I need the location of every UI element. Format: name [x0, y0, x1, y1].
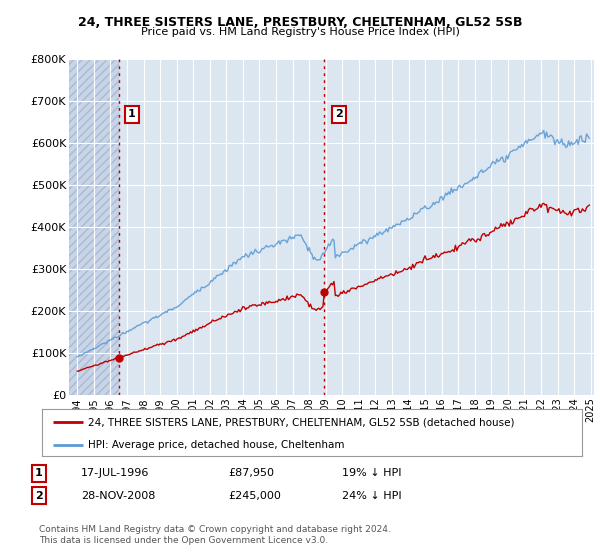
Text: 24% ↓ HPI: 24% ↓ HPI — [342, 491, 401, 501]
Bar — [69, 59, 119, 395]
Text: Price paid vs. HM Land Registry's House Price Index (HPI): Price paid vs. HM Land Registry's House … — [140, 27, 460, 37]
Text: 17-JUL-1996: 17-JUL-1996 — [81, 468, 149, 478]
Text: 1: 1 — [128, 109, 136, 119]
Text: £245,000: £245,000 — [228, 491, 281, 501]
Text: 2: 2 — [35, 491, 43, 501]
Text: 2: 2 — [335, 109, 343, 119]
Text: 24, THREE SISTERS LANE, PRESTBURY, CHELTENHAM, GL52 5SB: 24, THREE SISTERS LANE, PRESTBURY, CHELT… — [78, 16, 522, 29]
Bar — [69, 59, 119, 395]
Text: HPI: Average price, detached house, Cheltenham: HPI: Average price, detached house, Chel… — [88, 440, 344, 450]
Text: 1: 1 — [35, 468, 43, 478]
Text: 19% ↓ HPI: 19% ↓ HPI — [342, 468, 401, 478]
Text: Contains HM Land Registry data © Crown copyright and database right 2024.
This d: Contains HM Land Registry data © Crown c… — [39, 525, 391, 545]
Text: 24, THREE SISTERS LANE, PRESTBURY, CHELTENHAM, GL52 5SB (detached house): 24, THREE SISTERS LANE, PRESTBURY, CHELT… — [88, 417, 514, 427]
Text: 28-NOV-2008: 28-NOV-2008 — [81, 491, 155, 501]
Text: £87,950: £87,950 — [228, 468, 274, 478]
